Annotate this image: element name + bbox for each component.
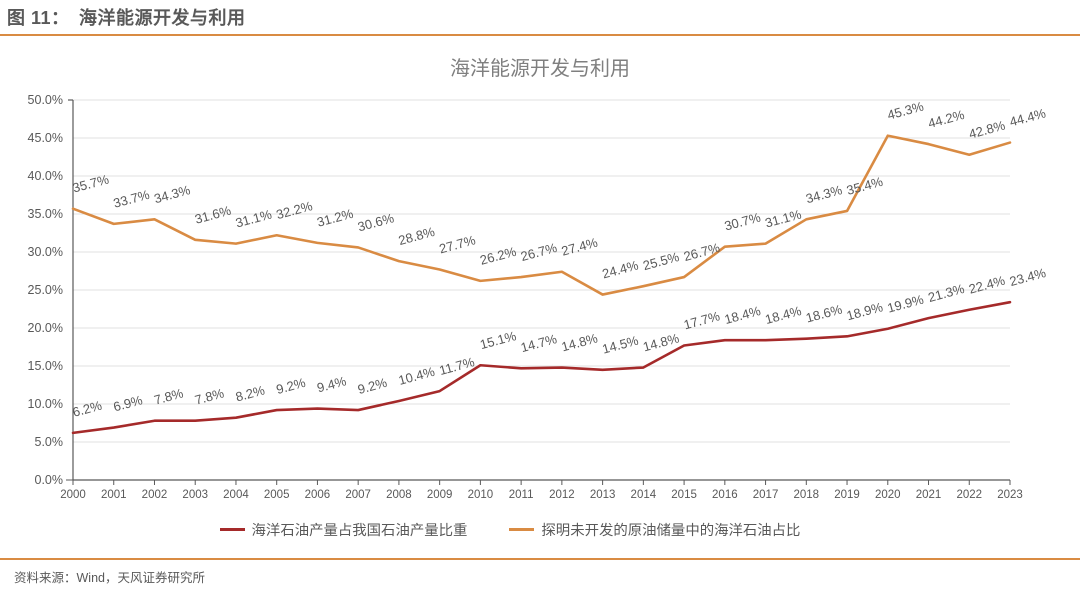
svg-text:28.8%: 28.8% [397, 224, 437, 248]
svg-text:27.7%: 27.7% [438, 232, 478, 256]
svg-text:2006: 2006 [305, 489, 331, 501]
svg-text:2008: 2008 [386, 489, 412, 501]
svg-text:6.2%: 6.2% [71, 398, 104, 420]
svg-text:2012: 2012 [549, 489, 575, 501]
svg-text:31.6%: 31.6% [193, 203, 233, 227]
svg-text:32.2%: 32.2% [275, 198, 315, 222]
svg-text:2021: 2021 [916, 489, 942, 501]
svg-text:24.4%: 24.4% [601, 257, 641, 281]
svg-text:19.9%: 19.9% [886, 292, 926, 316]
svg-text:2000: 2000 [60, 489, 86, 501]
svg-text:17.7%: 17.7% [682, 308, 722, 332]
svg-text:11.7%: 11.7% [438, 354, 477, 378]
svg-text:31.1%: 31.1% [234, 206, 274, 230]
svg-text:26.7%: 26.7% [682, 240, 722, 264]
svg-text:23.4%: 23.4% [1008, 265, 1048, 289]
svg-text:2013: 2013 [590, 489, 616, 501]
svg-text:2009: 2009 [427, 489, 453, 501]
svg-text:18.9%: 18.9% [845, 299, 885, 323]
svg-text:5.0%: 5.0% [35, 435, 64, 449]
svg-text:14.5%: 14.5% [601, 333, 641, 357]
svg-text:26.2%: 26.2% [478, 244, 518, 268]
svg-text:27.4%: 27.4% [560, 235, 600, 259]
svg-text:9.2%: 9.2% [275, 375, 308, 397]
svg-text:21.3%: 21.3% [926, 281, 966, 305]
svg-text:34.3%: 34.3% [804, 182, 844, 206]
svg-text:22.4%: 22.4% [967, 273, 1007, 297]
svg-text:2019: 2019 [834, 489, 860, 501]
svg-text:45.0%: 45.0% [28, 131, 63, 145]
svg-text:30.7%: 30.7% [723, 209, 763, 233]
svg-text:2018: 2018 [794, 489, 820, 501]
svg-text:2014: 2014 [631, 489, 657, 501]
svg-text:10.4%: 10.4% [397, 364, 437, 388]
svg-text:6.9%: 6.9% [112, 392, 145, 414]
svg-text:2007: 2007 [345, 489, 371, 501]
svg-text:25.5%: 25.5% [641, 249, 681, 273]
svg-text:2017: 2017 [753, 489, 779, 501]
svg-text:18.4%: 18.4% [763, 303, 803, 327]
svg-text:20.0%: 20.0% [28, 321, 63, 335]
svg-text:10.0%: 10.0% [28, 397, 63, 411]
svg-text:44.4%: 44.4% [1008, 105, 1048, 129]
svg-text:44.2%: 44.2% [926, 107, 966, 131]
svg-text:35.4%: 35.4% [845, 174, 885, 198]
svg-text:31.1%: 31.1% [763, 206, 803, 230]
svg-text:2003: 2003 [182, 489, 208, 501]
svg-text:26.7%: 26.7% [519, 240, 559, 264]
svg-text:18.4%: 18.4% [723, 303, 763, 327]
svg-text:2016: 2016 [712, 489, 738, 501]
svg-text:35.0%: 35.0% [28, 207, 63, 221]
svg-text:34.3%: 34.3% [152, 182, 192, 206]
svg-text:18.6%: 18.6% [804, 301, 844, 325]
svg-text:30.0%: 30.0% [28, 245, 63, 259]
svg-text:2004: 2004 [223, 489, 249, 501]
svg-text:2015: 2015 [671, 489, 697, 501]
svg-text:33.7%: 33.7% [112, 187, 152, 211]
svg-text:50.0%: 50.0% [28, 93, 63, 107]
svg-text:0.0%: 0.0% [35, 473, 64, 487]
svg-text:2022: 2022 [956, 489, 982, 501]
svg-text:2011: 2011 [509, 489, 534, 501]
svg-text:15.1%: 15.1% [478, 328, 518, 352]
svg-text:35.7%: 35.7% [71, 171, 111, 195]
svg-text:2010: 2010 [468, 489, 494, 501]
svg-text:8.2%: 8.2% [234, 382, 267, 404]
svg-text:31.2%: 31.2% [315, 206, 355, 230]
svg-text:45.3%: 45.3% [886, 98, 926, 122]
svg-text:40.0%: 40.0% [28, 169, 63, 183]
svg-text:14.8%: 14.8% [560, 330, 600, 354]
svg-text:2023: 2023 [997, 489, 1023, 501]
svg-text:25.0%: 25.0% [28, 283, 63, 297]
svg-text:9.4%: 9.4% [315, 373, 348, 395]
svg-text:9.2%: 9.2% [356, 375, 389, 397]
svg-text:15.0%: 15.0% [28, 359, 63, 373]
svg-text:2005: 2005 [264, 489, 290, 501]
svg-text:2020: 2020 [875, 489, 901, 501]
svg-text:2002: 2002 [142, 489, 168, 501]
svg-text:14.7%: 14.7% [519, 331, 559, 355]
svg-text:2001: 2001 [101, 489, 127, 501]
